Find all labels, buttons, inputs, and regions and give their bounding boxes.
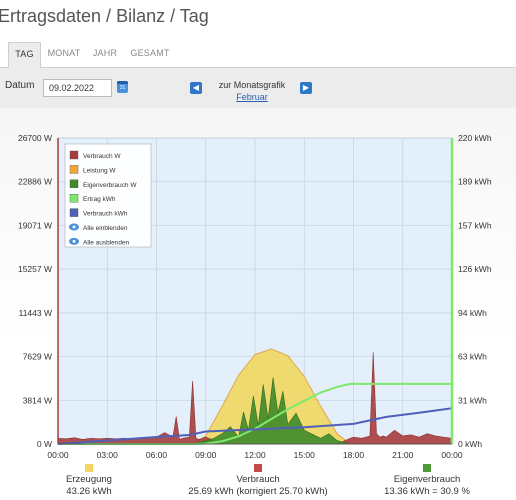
eye-icon-pupil — [72, 239, 76, 243]
x-tick-label: 18:00 — [343, 450, 365, 460]
tab-jahr[interactable]: JAHR — [92, 48, 118, 58]
legend-swatch — [69, 165, 79, 174]
legend-item-label[interactable]: Alle einblenden — [83, 225, 128, 232]
y-left-tick-label: 19071 W — [18, 220, 52, 230]
chart-area: 0 W 3814 W 7629 W 11443 W 15257 W 19071 W 2288… — [0, 108, 516, 500]
legend-box — [64, 143, 152, 248]
total-swatch — [254, 464, 262, 472]
legend-item-label[interactable]: Alle ausblenden — [83, 239, 130, 246]
y-right-tick-label: 94 kWh — [458, 308, 487, 318]
x-tick-label: 09:00 — [195, 450, 217, 460]
toolbar: Datum 31 ◀ zur Monatsgrafik Februar ▶ — [0, 68, 516, 108]
eye-icon-pupil — [72, 225, 76, 229]
date-input[interactable] — [43, 79, 112, 97]
month-link[interactable]: Februar — [236, 92, 268, 102]
legend-item-label[interactable]: Eigenverbrauch W — [83, 182, 137, 189]
total-swatch — [85, 464, 93, 472]
total-swatch — [423, 464, 431, 472]
energy-chart: 0 W 3814 W 7629 W 11443 W 15257 W 19071 W 2288… — [18, 133, 492, 497]
page-title: Ertragsdaten / Bilanz / Tag — [0, 6, 209, 26]
series-verbrauch-kwh — [57, 407, 453, 445]
y-right-tick-label: 31 kWh — [458, 395, 487, 405]
x-tick-label: 06:00 — [146, 450, 168, 460]
series-eigenverbrauch-w — [192, 377, 351, 445]
y-left-tick-label: 0 W — [37, 439, 52, 449]
y-left-tick-label: 26700 W — [18, 133, 52, 143]
x-tick-label: 12:00 — [244, 450, 266, 460]
x-tick-label: 21:00 — [392, 450, 414, 460]
y-right-tick-label: 126 kWh — [458, 264, 492, 274]
y-left-tick-label: 11443 W — [19, 308, 52, 318]
y-left-tick-label: 7629 W — [23, 352, 52, 362]
x-tick-label: 00:00 — [47, 450, 69, 460]
legend-item-label[interactable]: Verbrauch kWh — [83, 211, 128, 218]
total-value: 43.26 kWh — [66, 486, 111, 497]
y-left-tick-label: 22886 W — [18, 177, 52, 187]
date-label: Datum — [5, 80, 35, 91]
tab-bar: TAG MONAT JAHR GESAMT — [0, 38, 516, 69]
tab-gesamt[interactable]: GESAMT — [130, 48, 170, 58]
y-left-tick-label: 3814 W — [23, 395, 52, 405]
y-right-tick-label: 63 kWh — [458, 352, 487, 362]
legend-item-label[interactable]: Ertrag kWh — [83, 196, 116, 203]
legend-swatch — [69, 150, 79, 160]
x-tick-label: 15:00 — [294, 450, 316, 460]
calendar-icon[interactable]: 31 — [117, 81, 128, 93]
total-value: 25.69 kWh (korrigiert 25.70 kWh) — [188, 486, 327, 497]
legend-swatch — [69, 208, 79, 217]
total-label: Erzeugung — [66, 474, 112, 485]
total-value: 13.36 kWh = 30.9 % — [384, 486, 470, 497]
arrow-left-icon[interactable]: ◀ — [190, 82, 202, 94]
total-label: Eigenverbrauch — [394, 474, 461, 485]
y-right-tick-label: 0 kWh — [458, 439, 482, 449]
legend-swatch — [69, 193, 79, 203]
legend-item-label[interactable]: Leistung W — [83, 167, 116, 174]
arrow-right-icon[interactable]: ▶ — [300, 82, 312, 94]
tab-monat[interactable]: MONAT — [47, 48, 81, 58]
y-right-tick-label: 189 kWh — [458, 177, 492, 187]
legend-item-label[interactable]: Verbrauch W — [83, 153, 121, 160]
y-right-tick-label: 157 kWh — [458, 220, 492, 230]
total-label: Verbrauch — [236, 474, 279, 485]
tab-tag[interactable]: TAG — [8, 42, 41, 69]
y-right-tick-label: 220 kWh — [458, 133, 492, 143]
legend-swatch — [69, 179, 79, 189]
x-tick-label: 00:00 — [441, 450, 463, 460]
x-tick-label: 03:00 — [97, 450, 119, 460]
y-left-tick-label: 15257 W — [18, 264, 52, 274]
month-nav-label: zur Monatsgrafik — [218, 80, 286, 90]
